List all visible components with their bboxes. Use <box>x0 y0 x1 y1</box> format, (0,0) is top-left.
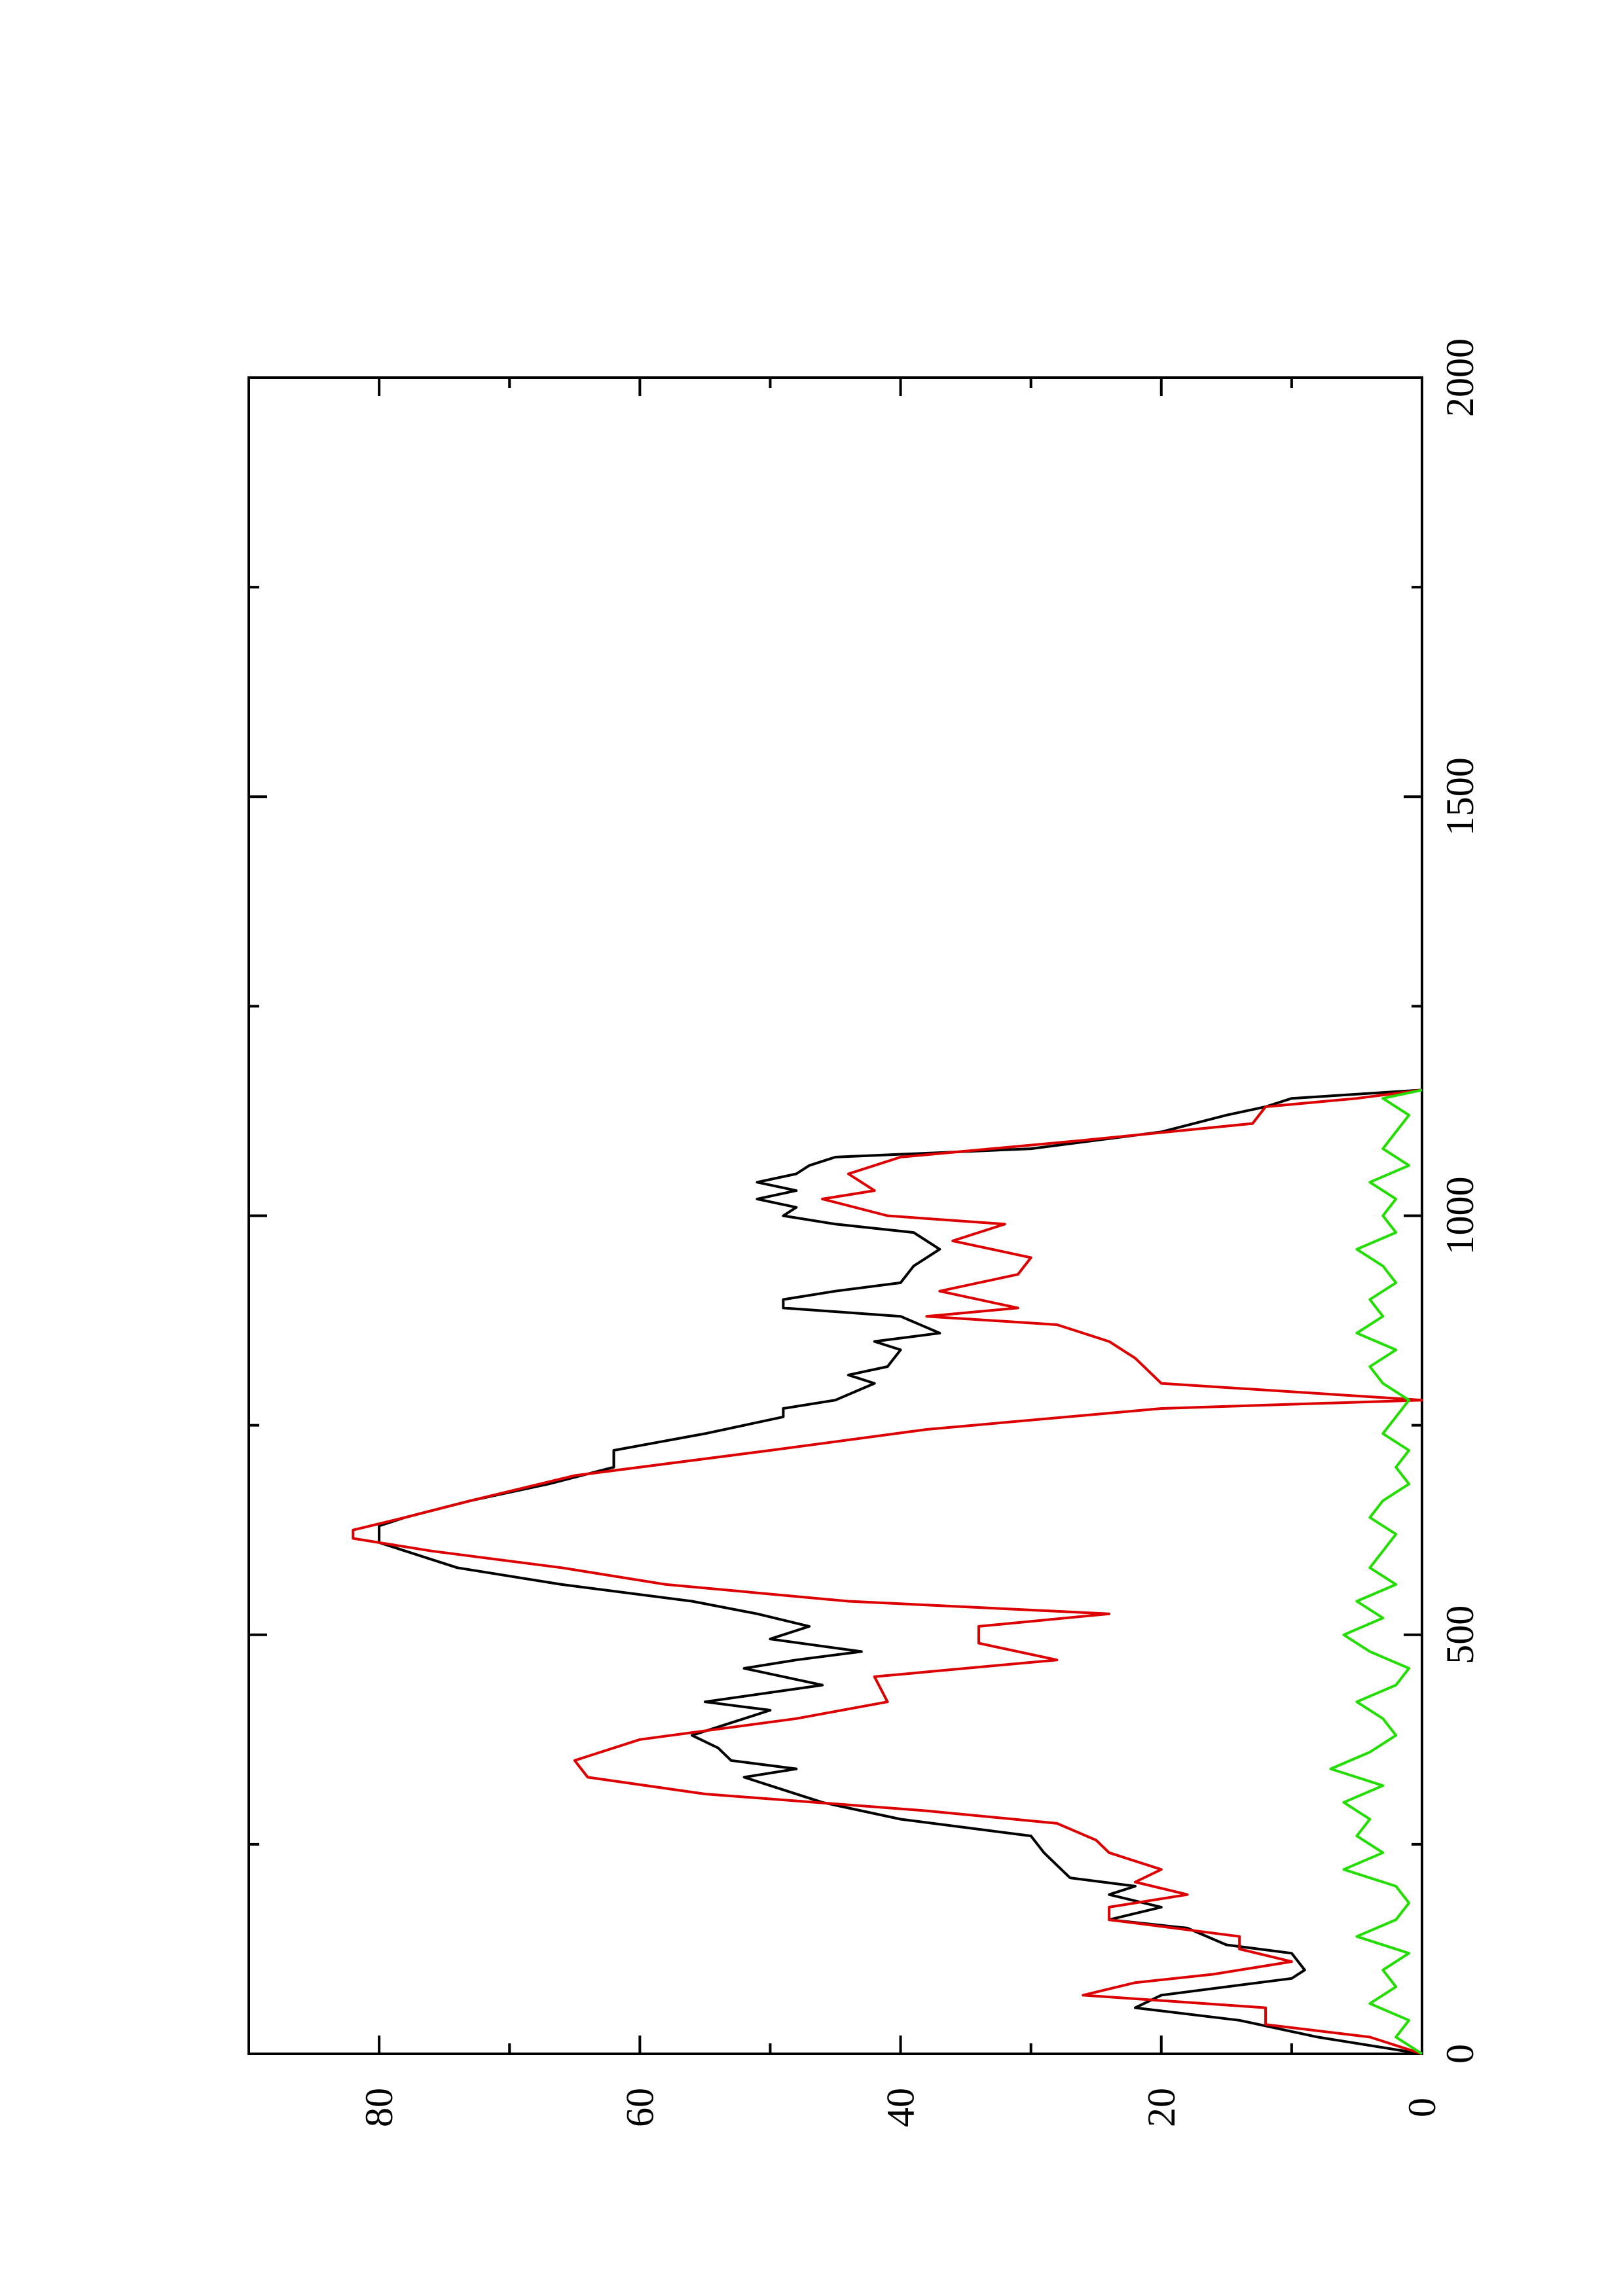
y-tick-label: 0 <box>1400 2098 1444 2117</box>
tick-labels: 0 500 1000 1500 2000 0 20 40 60 80 <box>357 338 1482 2127</box>
y-tick-label: 40 <box>879 2088 922 2127</box>
y-tick-label: 80 <box>357 2088 401 2127</box>
x-tick-label: 0 <box>1438 2044 1482 2064</box>
series-line-3 <box>1329 1088 1423 2055</box>
series-line-2 <box>352 1088 1423 2055</box>
plot-frame <box>247 376 1423 2055</box>
y-tick-label: 60 <box>618 2088 661 2127</box>
series-line-1 <box>378 1088 1423 2055</box>
x-tick-label: 1000 <box>1438 1177 1482 1255</box>
x-tick-label: 500 <box>1438 1605 1482 1664</box>
series-group <box>352 1088 1423 2055</box>
x-tick-label: 2000 <box>1438 338 1482 417</box>
ticks <box>249 376 1423 2055</box>
x-tick-label: 1500 <box>1438 757 1482 836</box>
y-tick-label: 20 <box>1140 2088 1183 2127</box>
